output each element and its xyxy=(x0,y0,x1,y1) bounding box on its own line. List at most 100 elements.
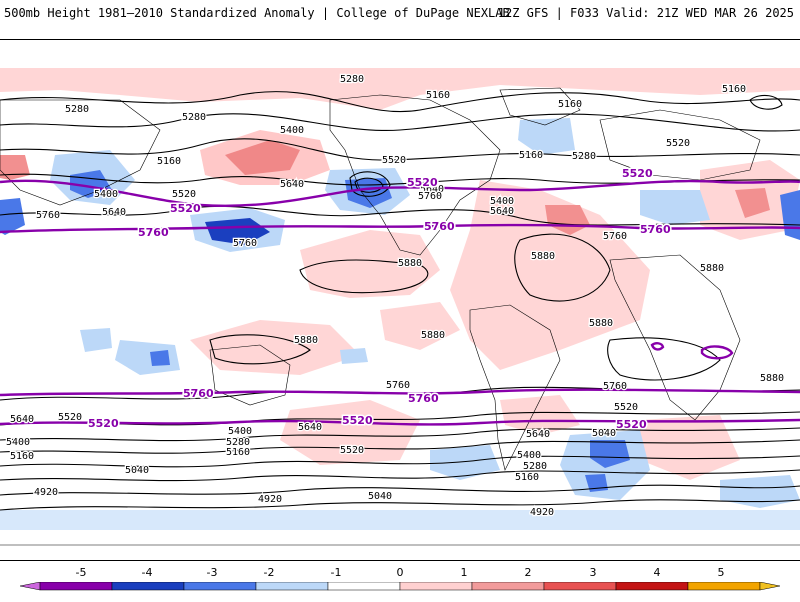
contour-label: 5880 xyxy=(398,258,422,269)
negative-anomaly-area xyxy=(0,510,800,530)
contour-label: 5520 xyxy=(614,402,638,413)
highlight-contour-label: 5760 xyxy=(640,223,671,236)
highlight-contour-label: 5520 xyxy=(170,202,201,215)
contour-label: 5520 xyxy=(382,155,406,166)
colorbar-tick-label: 1 xyxy=(460,566,468,579)
contour-5760-south xyxy=(0,388,800,397)
positive-anomaly-area xyxy=(735,188,770,218)
contour-label: 5160 xyxy=(515,472,539,483)
contour-label: 5280 xyxy=(572,151,596,162)
contour-line xyxy=(0,484,800,496)
contour-label: 5640 xyxy=(490,206,514,217)
contour-label: 4920 xyxy=(530,507,554,518)
colorbar-segment xyxy=(111,582,185,591)
anomaly-map: 5280 5280 5280 5160 5160 5400 5160 5400 … xyxy=(0,68,800,546)
positive-anomaly-area xyxy=(225,140,300,175)
contour-label: 5880 xyxy=(294,335,318,346)
colorbar-arrow-low xyxy=(19,582,41,591)
coastline-africa xyxy=(609,254,741,421)
highlight-contour-label: 5760 xyxy=(408,392,439,405)
contour-label: 5400 xyxy=(490,196,514,207)
contour-line xyxy=(0,439,800,454)
contour-label: 5160 xyxy=(10,451,34,462)
colorbar-segment xyxy=(687,582,761,591)
contour-label: 5160 xyxy=(226,447,250,458)
highlight-contour-label: 5520 xyxy=(88,417,119,430)
contour-line xyxy=(0,91,800,113)
closed-contour-africa-small xyxy=(650,342,665,351)
colorbar-segment xyxy=(39,582,113,591)
colorbar-tick-label: 3 xyxy=(589,566,597,579)
contour-line xyxy=(299,259,429,294)
contour-line xyxy=(749,94,783,110)
colorbar-arrow-high xyxy=(759,582,781,591)
contour-line xyxy=(0,205,800,226)
highlight-contour-label: 5520 xyxy=(616,418,647,431)
contour-label: 5640 xyxy=(280,179,304,190)
highlight-contour-label: 5760 xyxy=(138,226,169,239)
positive-anomaly-area xyxy=(545,205,590,235)
highlight-contour-label: 5520 xyxy=(407,176,438,189)
colorbar-tick-label: 4 xyxy=(653,566,661,579)
negative-anomaly-area xyxy=(720,475,800,508)
contour-label: 5760 xyxy=(36,210,60,221)
contour-label: 5520 xyxy=(58,412,82,423)
contour-label: 5640 xyxy=(10,414,34,425)
contour-line xyxy=(0,455,800,468)
colorbar-segment xyxy=(399,582,473,591)
colorbar: -5 -4 -3 -2 -1 0 1 2 3 4 5 xyxy=(0,566,800,600)
colorbar-tick-label: -1 xyxy=(330,566,342,579)
highlight-contour-label: 5760 xyxy=(183,387,214,400)
contour-label: 5280 xyxy=(65,104,89,115)
contour-label: 5280 xyxy=(523,461,547,472)
negative-anomaly-area xyxy=(150,350,170,366)
contour-label: 5520 xyxy=(666,138,690,149)
contour-line xyxy=(209,334,311,365)
coastline-europe xyxy=(599,109,761,181)
highlight-contour-label: 5520 xyxy=(342,414,373,427)
contour-line xyxy=(607,337,721,381)
map-title: 500mb Height 1981–2010 Standardized Anom… xyxy=(4,6,510,20)
colorbar-tick-label: -5 xyxy=(75,566,87,579)
contour-label: 5640 xyxy=(526,429,550,440)
contour-label: 5520 xyxy=(340,445,364,456)
coastline-australia xyxy=(209,344,291,406)
contour-line xyxy=(0,469,800,482)
contour-label: 5640 xyxy=(420,184,444,195)
contour-line xyxy=(0,138,800,161)
contour-label: 4920 xyxy=(258,494,282,505)
contour-5520-south xyxy=(0,418,800,426)
contour-line xyxy=(0,113,800,132)
coastline-greenland xyxy=(499,87,581,126)
colorbar-segment xyxy=(615,582,689,591)
contour-label: 5760 xyxy=(603,381,627,392)
contour-5760-north xyxy=(0,223,800,234)
positive-anomaly-area xyxy=(500,395,580,435)
contour-label-group: 5280 5280 5280 5160 5160 5400 5160 5400 … xyxy=(5,73,786,520)
colorbar-tick-label: -2 xyxy=(263,566,275,579)
contour-label: 5880 xyxy=(589,318,613,329)
negative-anomaly-area xyxy=(340,348,368,364)
contour-label: 5640 xyxy=(298,422,322,433)
contour-label: 5760 xyxy=(603,231,627,242)
positive-anomaly-area xyxy=(640,415,740,480)
contour-label: 5520 xyxy=(172,189,196,200)
contour-label: 5760 xyxy=(386,380,410,391)
positive-anomaly-area xyxy=(190,320,360,375)
contour-label: 5160 xyxy=(426,90,450,101)
contour-label: 5640 xyxy=(102,207,126,218)
contour-label: 4920 xyxy=(34,487,58,498)
model-run-info: 12Z GFS | F033 Valid: 21Z WED MAR 26 202… xyxy=(497,6,794,20)
contour-label: 5280 xyxy=(340,74,364,85)
coastline-asia xyxy=(0,99,161,206)
colorbar-tick-label: 0 xyxy=(396,566,404,579)
negative-anomaly-area xyxy=(590,440,630,468)
contour-label: 5760 xyxy=(233,238,257,249)
contour-line xyxy=(514,233,611,302)
negative-anomaly-area xyxy=(205,218,270,245)
contour-label: 5160 xyxy=(519,150,543,161)
highlight-label-group: 5520 5760 5520 5760 5520 5760 5760 5760 … xyxy=(87,166,673,433)
contour-label: 5040 xyxy=(125,465,149,476)
contour-label: 5880 xyxy=(531,251,555,262)
contour-label: 5160 xyxy=(157,156,181,167)
